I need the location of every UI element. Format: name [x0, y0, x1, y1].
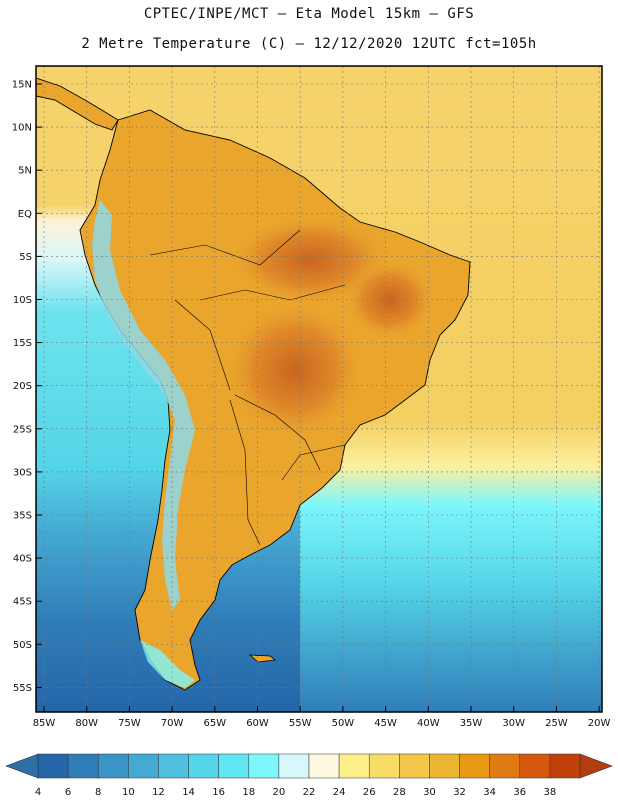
lon-label: 60W: [246, 718, 269, 729]
latitude-labels: 15N 10N 5N EQ 5S 10S 15S 20S 25S 30S 35S 40S 45S 50S 5…: [12, 80, 42, 694]
border-3: [234, 394, 321, 471]
lat-label: 20S: [13, 381, 32, 392]
border-2: [199, 284, 346, 301]
colorbar-tick-label: 28: [393, 787, 406, 798]
andes-cold-strip: [92, 200, 195, 610]
colorbar-tick-label: 12: [152, 787, 165, 798]
colorbar-cell: [308, 753, 340, 779]
lon-label: 25W: [545, 718, 568, 729]
patagonia-cold: [140, 640, 195, 688]
colorbar-cell: [37, 753, 69, 779]
colorbar-cell: [248, 753, 280, 779]
colorbar-cell: [429, 753, 460, 779]
colorbar-tick-label: 10: [122, 787, 135, 798]
colorbar-tick-label: 16: [212, 787, 225, 798]
colorbar-tick-label: 26: [363, 787, 376, 798]
colorbar-cell: [278, 753, 310, 779]
colorbar-tick-label: 6: [65, 787, 71, 798]
lat-label: 25S: [13, 424, 32, 435]
colorbar-cell: [489, 753, 521, 779]
colorbar-labels: 4 6 8 10 12 14 16 18 20 22 24 26 28 30 32 34 36 38: [35, 787, 556, 798]
map-subtitle: 2 Metre Temperature (C) – 12/12/2020 12U…: [81, 36, 537, 52]
border-1: [149, 229, 301, 266]
lat-label: 5N: [18, 166, 32, 177]
lat-label: 35S: [13, 511, 32, 522]
colorbar-tick-label: 22: [303, 787, 316, 798]
lon-label: 80W: [75, 718, 98, 729]
lon-label: 75W: [118, 718, 141, 729]
lat-label: 5S: [19, 252, 32, 263]
lon-label: 65W: [203, 718, 226, 729]
colorbar-cell: [519, 753, 551, 779]
lat-label: 15N: [12, 80, 32, 91]
lat-label: 30S: [13, 467, 32, 478]
falkland-islands: [248, 654, 276, 663]
colorbar-cell: [338, 753, 370, 779]
colorbar-tick-label: 20: [273, 787, 286, 798]
colorbar-tick-label: 4: [35, 787, 41, 798]
colorbar-cell: [97, 753, 129, 779]
colorbar-under-arrow: [5, 753, 39, 779]
border-6: [174, 299, 231, 391]
colorbar-cell: [459, 753, 490, 779]
colorbar-cell: [218, 753, 250, 779]
map-title: CPTEC/INPE/MCT – Eta Model 15km – GFS: [143, 6, 475, 22]
lat-label: 10N: [12, 123, 32, 134]
lon-label: 20W: [588, 718, 611, 729]
colorbar-cell: [67, 753, 99, 779]
temperature-map: 15N 10N 5N EQ 5S 10S 15S 20S 25S 30S 35S 40S 45S 50S 5…: [12, 65, 611, 729]
colorbar-tick-label: 32: [453, 787, 466, 798]
lat-label: 50S: [13, 640, 32, 651]
lon-label: 70W: [161, 718, 184, 729]
colorbar-tick-label: 14: [182, 787, 195, 798]
hot-spot-center: [225, 300, 365, 440]
lon-label: 50W: [332, 718, 355, 729]
map-area: [36, 66, 602, 712]
colorbar-cell: [188, 753, 219, 779]
grid-lines: [36, 66, 602, 712]
colorbar: 4 6 8 10 12 14 16 18 20 22 24 26 28 30 32 34 36 38: [5, 753, 613, 798]
map-border: [35, 65, 603, 713]
colorbar-tick-label: 34: [483, 787, 496, 798]
colorbar-over-arrow: [579, 753, 613, 779]
hot-spot-northeast: [345, 260, 435, 340]
central-america-land: [36, 77, 119, 131]
colorbar-cells: [37, 753, 581, 779]
lon-label: 30W: [502, 718, 525, 729]
lat-label: EQ: [18, 209, 32, 220]
lon-label: 40W: [417, 718, 440, 729]
lat-label: 10S: [13, 295, 32, 306]
colorbar-tick-label: 38: [544, 787, 557, 798]
border-4: [229, 399, 261, 546]
lat-label: 45S: [13, 597, 32, 608]
longitude-labels: 85W 80W 75W 70W 65W 60W 55W 50W 45W 40W 35W 30W 25W 2…: [33, 706, 611, 729]
colorbar-cell: [549, 753, 581, 779]
colorbar-cell: [368, 753, 400, 779]
colorbar-tick-label: 30: [423, 787, 436, 798]
colorbar-tick-label: 24: [333, 787, 346, 798]
lon-label: 35W: [460, 718, 483, 729]
lon-label: 55W: [289, 718, 312, 729]
colorbar-tick-label: 8: [95, 787, 101, 798]
colorbar-cell: [158, 753, 189, 779]
lat-label: 40S: [13, 554, 32, 565]
colorbar-cell: [399, 753, 430, 779]
lon-label: 85W: [33, 718, 56, 729]
colorbar-tick-label: 18: [242, 787, 255, 798]
lat-label: 55S: [13, 683, 32, 694]
lon-label: 45W: [374, 718, 397, 729]
colorbar-cell: [128, 753, 159, 779]
colorbar-tick-label: 36: [513, 787, 526, 798]
lat-label: 15S: [13, 338, 32, 349]
